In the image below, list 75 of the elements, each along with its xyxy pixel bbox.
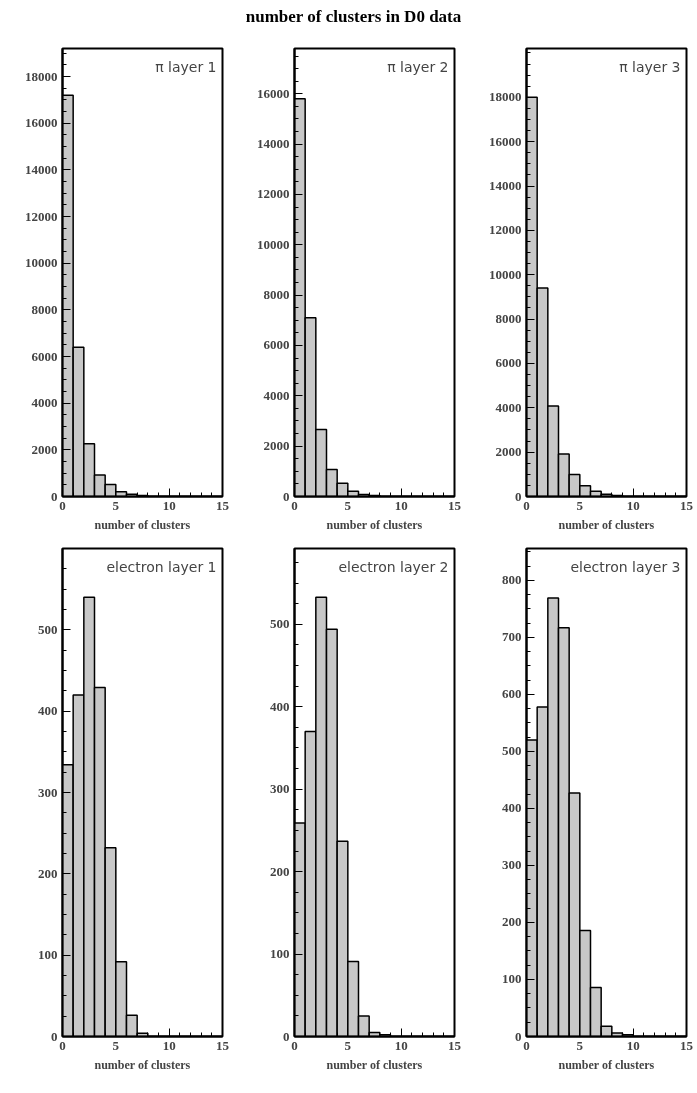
y-tick-label: 2000 [263, 438, 290, 454]
y-tick-label: 300 [38, 784, 58, 800]
x-tick-label: 10 [394, 497, 408, 513]
y-tick-label: 2000 [495, 444, 522, 460]
x-tick-label: 5 [112, 497, 120, 513]
y-tick-label: 10000 [489, 267, 522, 282]
y-tick-label: 700 [502, 629, 522, 645]
x-axis-title: number of clusters [558, 1057, 655, 1072]
text: π layer 3 [619, 58, 681, 75]
y-tick-label: 400 [502, 800, 522, 816]
y-tick-label: 4000 [263, 388, 290, 404]
y-tick-label: 2000 [31, 442, 58, 458]
y-tick-label: 18000 [25, 68, 58, 84]
y-tick-label: 300 [502, 857, 522, 873]
text: electron layer 2 [338, 558, 449, 575]
x-tick-label: 10 [626, 1037, 640, 1053]
y-tick-label: 4000 [31, 395, 58, 411]
y-tick-label: 12000 [257, 186, 290, 202]
text: electron layer 1 [106, 558, 217, 575]
y-tick-label: 16000 [489, 133, 522, 149]
y-tick-label: 16000 [257, 86, 290, 102]
text: electron layer 3 [570, 558, 681, 575]
x-tick-label: 10 [626, 497, 640, 513]
x-axis-title: number of clusters [94, 1057, 191, 1072]
x-tick-label: 10 [394, 1037, 408, 1053]
y-tick-label: 12000 [489, 222, 522, 238]
y-tick-label: 200 [38, 866, 58, 882]
x-tick-label: 15 [448, 497, 462, 513]
y-tick-label: 400 [38, 703, 58, 719]
y-tick-label: 8000 [31, 302, 58, 318]
x-tick-label: 15 [680, 497, 694, 513]
x-tick-label: 15 [448, 1037, 462, 1053]
y-tick-label: 12000 [25, 208, 58, 224]
y-tick-label: 14000 [257, 136, 290, 152]
y-tick-label: 500 [38, 622, 58, 638]
y-tick-label: 500 [502, 743, 522, 759]
y-tick-label: 200 [270, 863, 290, 879]
y-tick-label: 600 [502, 686, 522, 702]
y-tick-label: 14000 [25, 162, 58, 178]
x-axis-title: number of clusters [326, 1057, 423, 1072]
y-tick-label: 500 [270, 616, 290, 632]
text: number of clusters in D0 data [245, 6, 462, 28]
y-tick-label: 8000 [495, 311, 522, 327]
y-tick-label: 300 [270, 781, 290, 797]
y-tick-label: 800 [502, 572, 522, 588]
x-tick-label: 5 [576, 1037, 584, 1053]
y-tick-label: 4000 [495, 400, 522, 416]
y-tick-label: 100 [270, 946, 290, 962]
y-tick-label: 8000 [263, 287, 290, 303]
y-tick-label: 16000 [25, 115, 58, 131]
x-tick-label: 15 [216, 497, 230, 513]
x-tick-label: 5 [344, 1037, 352, 1053]
x-tick-label: 10 [162, 497, 176, 513]
x-axis-title: number of clusters [558, 517, 655, 532]
x-axis-title: number of clusters [326, 517, 423, 532]
y-tick-label: 400 [270, 699, 290, 715]
y-tick-label: 200 [502, 914, 522, 930]
x-tick-label: 5 [344, 497, 352, 513]
y-tick-label: 10000 [25, 255, 58, 271]
x-tick-label: 5 [112, 1037, 120, 1053]
y-tick-label: 10000 [257, 237, 290, 253]
x-tick-label: 5 [576, 497, 584, 513]
y-tick-label: 18000 [489, 89, 522, 105]
x-tick-label: 10 [162, 1037, 176, 1053]
y-tick-label: 14000 [489, 178, 522, 194]
y-tick-label: 6000 [263, 337, 290, 353]
y-tick-label: 100 [38, 947, 58, 963]
y-tick-label: 100 [502, 971, 522, 987]
x-tick-label: 15 [680, 1037, 694, 1053]
x-axis-title: number of clusters [94, 517, 191, 532]
y-tick-label: 6000 [495, 355, 522, 371]
text: π layer 2 [387, 58, 449, 75]
y-tick-label: 6000 [31, 348, 58, 364]
text: π layer 1 [155, 58, 217, 75]
x-tick-label: 15 [216, 1037, 230, 1053]
